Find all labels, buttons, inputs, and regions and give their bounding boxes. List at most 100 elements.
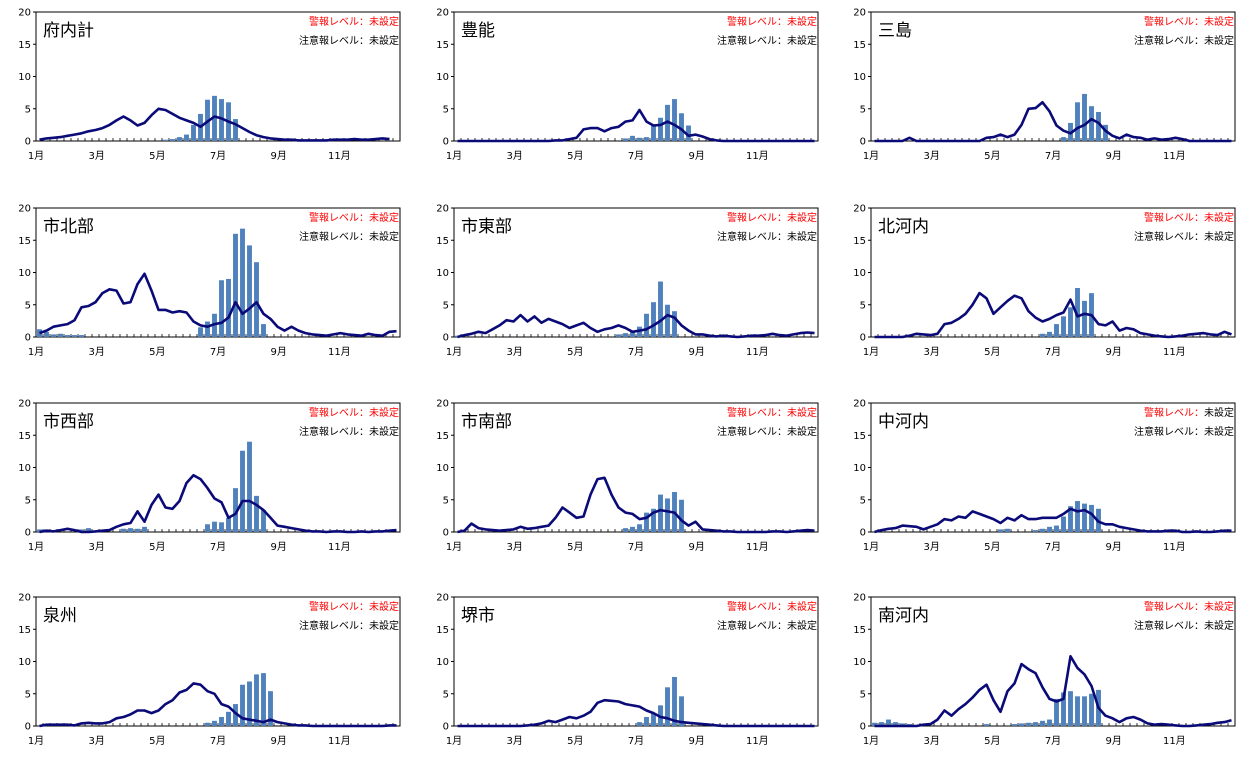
- chart-panel: 0 5 10 15 20 1月 3月 5月 7月 9月 11月 豊能 警報レベル：未設定 注意報レベル：未…: [418, 0, 830, 193]
- chart-svg: 0 5 10 15 20 1月 3月 5月 7月 9月 11月: [853, 399, 1236, 553]
- caution-level-text: 注意報レベル：未設定: [717, 621, 817, 632]
- bar: [247, 245, 252, 337]
- x-tick-label: 1月: [28, 735, 44, 747]
- bar: [1061, 137, 1066, 141]
- bar: [226, 517, 231, 532]
- y-tick-label: 5: [443, 689, 449, 700]
- y-tick-label: 0: [25, 333, 31, 344]
- warning-value: 未設定: [1204, 602, 1234, 613]
- bar: [1040, 528, 1045, 532]
- caution-level-text: 注意報レベル：未設定: [1134, 232, 1234, 243]
- x-tick-label: 9月: [270, 735, 286, 747]
- y-tick-label: 15: [853, 625, 866, 636]
- bar: [644, 716, 649, 726]
- y-tick-label: 10: [18, 268, 31, 279]
- bar: [135, 528, 140, 532]
- bar: [121, 528, 126, 532]
- series-line: [39, 682, 397, 728]
- bar: [1033, 722, 1038, 726]
- bar: [1096, 111, 1101, 141]
- bar: [1047, 331, 1052, 337]
- warning-label: 警報レベル：: [727, 602, 787, 613]
- x-tick-label: 9月: [1105, 735, 1121, 747]
- y-tick-label: 5: [443, 495, 449, 506]
- x-tick-label: 9月: [1105, 150, 1121, 162]
- warning-value: 未設定: [369, 17, 399, 28]
- x-tick-label: 7月: [628, 735, 644, 747]
- y-tick-label: 5: [860, 689, 866, 700]
- caution-level-text: 注意報レベル：未設定: [299, 36, 399, 47]
- x-tick-label: 1月: [863, 346, 879, 358]
- region-title: 泉州: [43, 606, 77, 626]
- region-title: 府内計: [43, 21, 94, 41]
- bar: [651, 713, 656, 726]
- warning-value: 未設定: [1204, 408, 1234, 419]
- series-line: [874, 507, 1232, 534]
- series-line: [39, 272, 397, 337]
- bar: [1061, 692, 1066, 726]
- chart-panel: 0 5 10 15 20 1月 3月 5月 7月 9月 11月 市南部 警報レベル：未設定 注意報レベル：…: [418, 391, 830, 584]
- x-tick-label: 7月: [1045, 735, 1061, 747]
- x-tick-label: 3月: [923, 541, 939, 553]
- y-tick-label: 20: [436, 593, 449, 604]
- chart-grid: 0 5 10 15 20 1月 3月 5月 7月 9月 11月 府内計 警報レベル：未設定 注意報レベル：…: [0, 0, 1236, 747]
- bar: [623, 138, 628, 141]
- series-line: [457, 698, 815, 728]
- bar: [240, 684, 245, 726]
- chart-svg: 0 5 10 15 20 1月 3月 5月 7月 9月 11月: [18, 204, 401, 358]
- bar: [212, 95, 217, 141]
- chart-panel: 0 5 10 15 20 1月 3月 5月 7月 9月 11月 府内計 警報レベル：未設定 注意報レベル：…: [0, 0, 412, 193]
- y-tick-label: 10: [436, 657, 449, 668]
- bar: [672, 99, 677, 141]
- warning-label: 警報レベル：: [309, 213, 369, 224]
- warning-label: 警報レベル：: [1144, 17, 1204, 28]
- bar: [219, 280, 224, 337]
- y-tick-label: 15: [436, 625, 449, 636]
- y-tick-label: 15: [18, 236, 31, 247]
- warning-level-text: 警報レベル：未設定: [1144, 404, 1234, 419]
- bar: [637, 137, 642, 141]
- bar: [191, 124, 196, 141]
- bar: [1068, 691, 1073, 726]
- bar: [247, 681, 252, 726]
- warning-level-text: 警報レベル：未設定: [309, 13, 399, 28]
- bar: [205, 524, 210, 532]
- bar: [672, 676, 677, 726]
- bar: [205, 321, 210, 337]
- region-title: 市北部: [43, 217, 94, 237]
- y-tick-label: 10: [436, 72, 449, 83]
- bar: [679, 696, 684, 726]
- y-tick-label: 5: [25, 104, 31, 115]
- y-tick-label: 20: [18, 8, 31, 19]
- bar: [1054, 525, 1059, 532]
- bar: [212, 720, 217, 726]
- bar: [1061, 316, 1066, 337]
- warning-label: 警報レベル：: [1144, 213, 1204, 224]
- y-tick-label: 20: [436, 399, 449, 410]
- warning-label: 警報レベル：: [309, 408, 369, 419]
- warning-label: 警報レベル：: [727, 408, 787, 419]
- y-tick-label: 0: [443, 333, 449, 344]
- warning-value: 未設定: [787, 408, 817, 419]
- x-tick-label: 3月: [88, 346, 104, 358]
- y-tick-label: 0: [25, 528, 31, 539]
- bar: [1075, 287, 1080, 337]
- bar: [177, 137, 182, 141]
- y-tick-label: 10: [853, 657, 866, 668]
- series-line: [874, 291, 1232, 339]
- chart-svg: 0 5 10 15 20 1月 3月 5月 7月 9月 11月: [18, 593, 401, 747]
- x-tick-label: 1月: [446, 735, 462, 747]
- x-tick-label: 1月: [863, 150, 879, 162]
- x-tick-label: 7月: [628, 150, 644, 162]
- bar: [616, 334, 621, 337]
- bar: [1075, 696, 1080, 726]
- bar: [630, 330, 635, 337]
- y-tick-label: 15: [18, 431, 31, 442]
- x-tick-label: 9月: [688, 346, 704, 358]
- y-tick-label: 0: [860, 528, 866, 539]
- warning-value: 未設定: [369, 408, 399, 419]
- bar: [1089, 504, 1094, 532]
- y-tick-label: 15: [18, 625, 31, 636]
- series-line: [874, 101, 1232, 143]
- y-tick-label: 5: [443, 300, 449, 311]
